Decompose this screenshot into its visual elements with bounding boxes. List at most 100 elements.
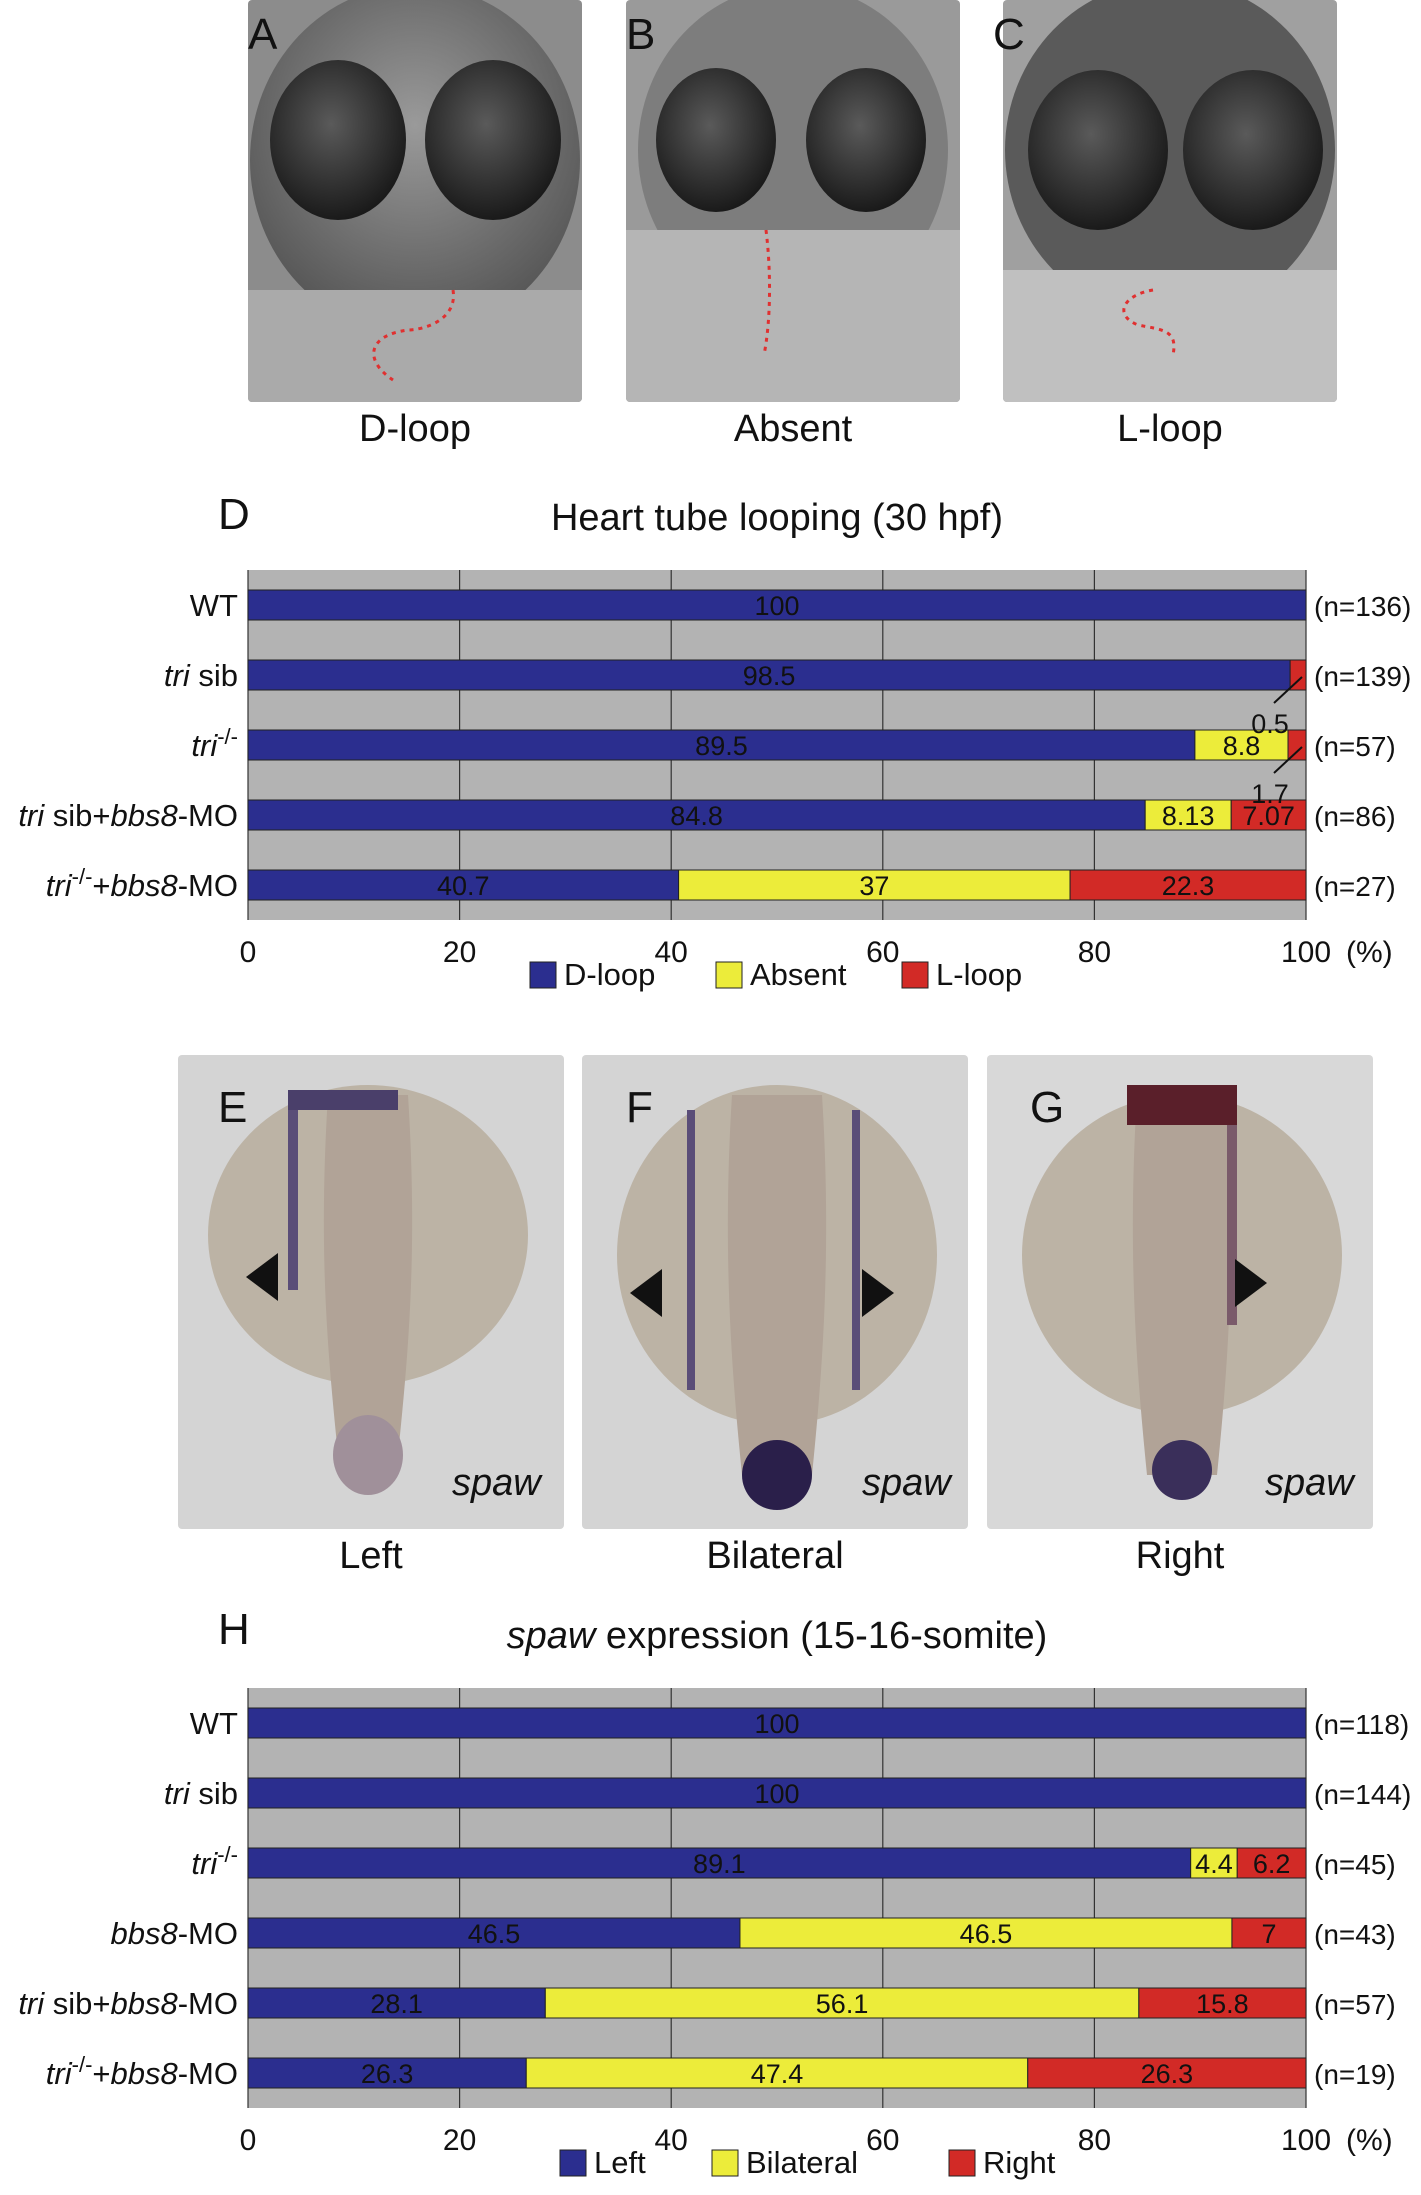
category-label-part: + — [92, 868, 110, 903]
caption-lloop: L-loop — [1117, 408, 1223, 450]
category-label-part: tri — [164, 658, 191, 693]
category-label-part: -MO — [178, 868, 238, 903]
bar-value-label: 98.5 — [743, 661, 796, 691]
photo-dloop-image — [248, 0, 582, 402]
x-tick-label: 100 — [1281, 936, 1331, 969]
category-label-part: tri — [18, 798, 45, 833]
bar-value-label: 84.8 — [670, 801, 723, 831]
spaw-tag-right: spaw — [1265, 1462, 1354, 1504]
category-label-part: bbs8 — [111, 2056, 179, 2091]
legend-label: D-loop — [564, 957, 655, 992]
bar-value-label: 4.4 — [1195, 1849, 1233, 1879]
bar-value-label: 100 — [754, 1779, 799, 1809]
panel-label-e: E — [218, 1083, 248, 1132]
sample-size-label: (n=139) — [1314, 661, 1411, 692]
bar-value-label: 89.5 — [695, 731, 748, 761]
x-unit-label: (%) — [1346, 936, 1393, 969]
plot-area — [248, 1688, 1306, 2108]
bar-segment-right — [1138, 1987, 1307, 2019]
x-tick-label: 20 — [443, 2124, 476, 2157]
bar-segment-bilateral — [739, 1917, 1233, 1949]
bar-value-label: 8.8 — [1223, 731, 1261, 761]
panel-label-g: G — [1030, 1083, 1065, 1132]
category-label: tri-/-+bbs8-MO — [46, 864, 238, 904]
bar-value-label: 8.13 — [1162, 801, 1215, 831]
category-label-part: tri — [191, 1846, 218, 1881]
bar-segment-d-loop — [247, 729, 1196, 761]
photo-absent-image — [626, 0, 960, 402]
x-tick-label: 40 — [655, 2124, 688, 2157]
bar-value-label: 100 — [754, 1709, 799, 1739]
sample-size-label: (n=136) — [1314, 591, 1411, 622]
bar-value-label: 40.7 — [437, 871, 490, 901]
bar-value-label: 89.1 — [693, 1849, 746, 1879]
legend-label: Bilateral — [746, 2145, 858, 2180]
photo-spaw-bilateral-image — [582, 1055, 968, 1529]
panel-label-d: D — [218, 490, 250, 539]
bar-segment-l-loop — [1069, 869, 1307, 901]
bar-segment-l-loop — [1287, 729, 1307, 761]
photo-spaw-bilateral — [582, 1055, 968, 1529]
bar-value-label: 7.07 — [1242, 801, 1295, 831]
bar-segment-left — [247, 1987, 546, 2019]
caption-right: Right — [1135, 1535, 1225, 1577]
sample-size-label: (n=43) — [1314, 1919, 1396, 1950]
category-label-part: sib — [190, 1776, 238, 1811]
photo-spaw-right — [987, 1055, 1373, 1529]
panel-label-a: A — [248, 10, 278, 59]
category-label-part: sib+ — [44, 1986, 110, 2021]
sample-size-label: (n=57) — [1314, 1989, 1396, 2020]
sample-size-label: (n=19) — [1314, 2059, 1396, 2090]
x-tick-label: 80 — [1078, 2124, 1111, 2157]
callout-line — [1273, 746, 1303, 774]
bar-value-label: 6.2 — [1253, 1849, 1291, 1879]
bar-segment-l-loop — [1230, 799, 1307, 831]
bar-value-label: 37 — [859, 871, 889, 901]
panel-label-c: C — [993, 10, 1025, 59]
photo-lloop-image — [1003, 0, 1337, 402]
category-label: bbs8-MO — [111, 1916, 239, 1951]
sample-size-label: (n=144) — [1314, 1779, 1411, 1810]
category-label: WT — [190, 1706, 238, 1741]
bar-segment-d-loop — [247, 659, 1291, 691]
bar-value-label: 26.3 — [1141, 2059, 1194, 2089]
bar-segment-l-loop — [1289, 659, 1307, 691]
x-tick-label: 20 — [443, 936, 476, 969]
x-tick-label: 80 — [1078, 936, 1111, 969]
category-label-part: sib+ — [44, 798, 110, 833]
category-label-part: -/- — [217, 1842, 238, 1867]
bar-value-label: 100 — [754, 591, 799, 621]
legend-swatch — [711, 2149, 739, 2177]
caption-bilateral: Bilateral — [706, 1535, 844, 1577]
x-unit-label: (%) — [1346, 2124, 1393, 2157]
sample-size-label: (n=45) — [1314, 1849, 1396, 1880]
bar-segment-right — [1236, 1847, 1307, 1879]
x-tick-label: 40 — [655, 936, 688, 969]
category-label-part: tri — [46, 868, 73, 903]
legend-swatch — [529, 961, 557, 989]
callout-label: 0.5 — [1251, 709, 1289, 739]
category-label-part: -MO — [178, 1986, 238, 2021]
bar-segment-d-loop — [247, 869, 680, 901]
bar-segment-absent — [678, 869, 1071, 901]
bar-segment-left — [247, 1917, 741, 1949]
bar-value-label: 47.4 — [751, 2059, 804, 2089]
bar-segment-d-loop — [247, 799, 1146, 831]
heart-looping-chart: Heart tube looping (30 hpf) 0 20 40 60 80 100 (… — [18, 497, 1411, 992]
category-label-part: WT — [190, 1706, 238, 1741]
category-label-part: -MO — [178, 1916, 238, 1951]
category-label-part: -/- — [72, 2052, 93, 2077]
legend-swatch — [715, 961, 743, 989]
category-label-part: bbs8 — [111, 1916, 179, 1951]
category-label-part: tri — [46, 2056, 73, 2091]
bar-value-label: 22.3 — [1162, 871, 1215, 901]
bar-segment-right — [1231, 1917, 1307, 1949]
category-label: tri-/- — [191, 724, 238, 764]
category-label-part: WT — [190, 588, 238, 623]
category-label: tri-/- — [191, 1842, 238, 1882]
spaw-tag-left: spaw — [452, 1462, 541, 1504]
spaw-tag-bilateral: spaw — [862, 1462, 951, 1504]
photo-absent — [626, 0, 960, 402]
x-tick-label: 100 — [1281, 2124, 1331, 2157]
panel-label-h: H — [218, 1605, 250, 1654]
